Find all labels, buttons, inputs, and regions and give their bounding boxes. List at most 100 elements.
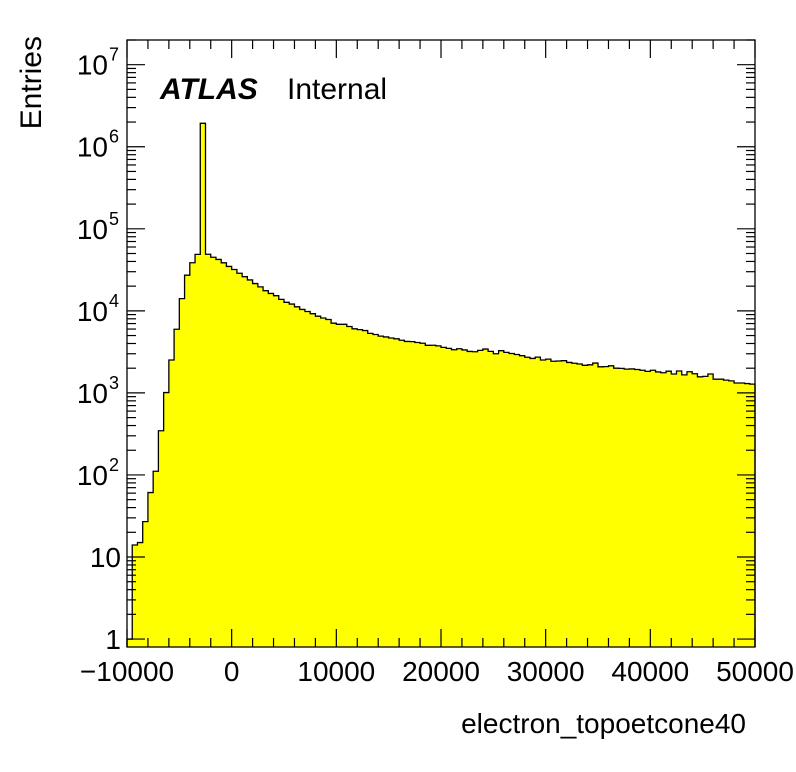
histogram-bin — [655, 371, 662, 647]
histogram-bin — [289, 304, 295, 647]
histogram-bin — [231, 269, 238, 647]
histogram-bin — [221, 262, 227, 647]
histogram-bin — [582, 365, 588, 647]
histogram-bin — [692, 373, 698, 647]
histogram-bin — [315, 316, 322, 647]
x-tick-label: 0 — [224, 656, 240, 687]
histogram-bin — [634, 369, 641, 647]
histogram-bin — [189, 262, 196, 647]
histogram-bin — [399, 340, 405, 647]
histogram-bin — [425, 345, 431, 647]
histogram-bin — [357, 329, 363, 647]
histogram-bin — [336, 324, 342, 647]
histogram-bars — [127, 123, 756, 648]
x-axis-ticks — [126, 40, 756, 647]
histogram-bin — [660, 372, 667, 647]
histogram-bin — [174, 329, 180, 647]
histogram-bin — [577, 364, 583, 647]
histogram-bin — [304, 311, 311, 647]
y-tick-exponent: 5 — [109, 209, 119, 229]
y-tick-label: 10 — [77, 460, 108, 491]
histogram-bin — [744, 383, 751, 647]
histogram-bin — [278, 299, 285, 647]
histogram-bin — [378, 336, 384, 647]
histogram-bin — [168, 359, 175, 647]
atlas-label: ATLAS — [159, 73, 258, 106]
histogram-bin — [247, 279, 253, 647]
histogram-bin — [420, 343, 426, 647]
histogram-bin — [598, 366, 604, 647]
x-tick-label: 20000 — [402, 656, 480, 687]
histogram-bin — [477, 350, 484, 647]
y-axis-ticks — [127, 39, 755, 640]
histogram-bin — [472, 351, 479, 647]
histogram-bin — [739, 383, 745, 647]
histogram-bin — [545, 359, 552, 647]
histogram-bin — [608, 365, 615, 647]
histogram-bin — [592, 363, 599, 647]
y-tick-label: 10 — [77, 50, 108, 81]
internal-label: Internal — [287, 73, 387, 106]
x-tick-label: −10000 — [80, 656, 174, 687]
histogram-bin — [540, 359, 547, 647]
y-tick-exponent: 4 — [109, 291, 119, 311]
histogram-bin — [372, 334, 379, 647]
histogram-bin — [666, 371, 672, 647]
histogram-bin — [341, 324, 348, 647]
histogram-bin — [713, 379, 719, 647]
histogram-bin — [195, 254, 201, 647]
histogram-bin — [127, 639, 133, 647]
histogram-bin — [718, 379, 724, 647]
y-tick-label: 10 — [77, 132, 108, 163]
histogram-bin — [456, 348, 463, 647]
histogram-bin — [346, 326, 353, 647]
histogram-bin — [587, 364, 594, 647]
histogram-bin — [556, 360, 562, 647]
histogram-bin — [728, 380, 735, 647]
histogram-bin — [215, 259, 222, 647]
histogram-bin — [362, 330, 369, 647]
histogram-bin — [284, 302, 290, 647]
histogram-bin — [482, 349, 489, 647]
histogram-bin — [367, 333, 374, 647]
histogram-bin — [163, 392, 170, 647]
histogram-bin — [702, 376, 709, 647]
histogram-bin — [676, 370, 683, 647]
histogram-bin — [404, 341, 410, 647]
histogram-bin — [409, 341, 416, 647]
histogram-bin — [613, 368, 620, 647]
histogram-bin — [697, 376, 704, 647]
histogram-bin — [618, 368, 625, 647]
histogram-bin — [137, 542, 144, 647]
histogram-bin — [671, 373, 677, 647]
histogram-bin — [383, 336, 390, 647]
x-tick-label: 10000 — [297, 656, 375, 687]
histogram-bin — [210, 257, 217, 647]
histogram-bin — [257, 286, 264, 647]
y-tick-exponent: 3 — [109, 373, 119, 393]
histogram-bin — [294, 306, 301, 647]
histogram-bin — [488, 351, 494, 647]
histogram-bin — [441, 347, 447, 647]
histogram-bin — [514, 354, 520, 647]
histogram-bin — [467, 351, 473, 647]
histogram-bin — [325, 319, 332, 647]
histogram-bin — [498, 350, 505, 647]
histogram-bin — [299, 309, 306, 647]
y-tick-exponent: 2 — [109, 455, 119, 475]
histogram-bin — [320, 318, 327, 647]
y-tick-label: 1 — [105, 624, 121, 655]
histogram-bin — [566, 362, 573, 647]
histogram-bin — [268, 293, 274, 647]
histogram-bin — [493, 353, 499, 647]
x-axis-label: electron_topoetcone40 — [461, 708, 746, 739]
x-axis-tick-labels: −10000 0 10000 20000 30000 40000 50000 — [80, 656, 794, 687]
histogram-outline — [126, 122, 756, 647]
histogram-bin — [624, 369, 630, 647]
y-tick-label: 10 — [77, 296, 108, 327]
histogram-bin — [263, 290, 269, 647]
histogram-bin — [388, 337, 395, 647]
histogram-bin — [650, 370, 656, 647]
